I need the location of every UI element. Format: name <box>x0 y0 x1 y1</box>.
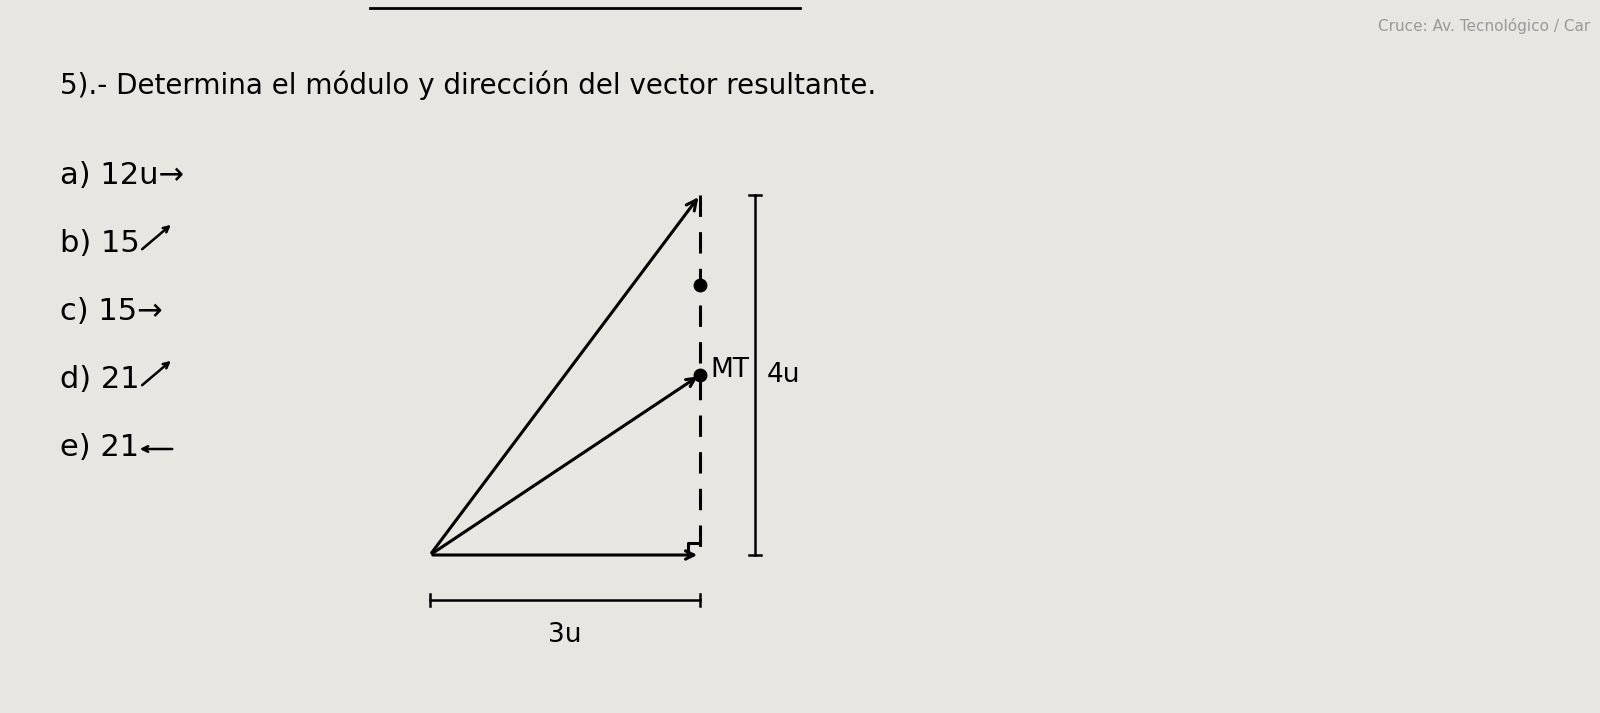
Text: e) 21: e) 21 <box>61 433 139 461</box>
Text: Cruce: Av. Tecnológico / Car: Cruce: Av. Tecnológico / Car <box>1378 18 1590 34</box>
Text: c) 15→: c) 15→ <box>61 297 163 326</box>
Text: a) 12u→: a) 12u→ <box>61 160 184 190</box>
Text: 3u: 3u <box>549 622 582 648</box>
Text: d) 21: d) 21 <box>61 364 139 394</box>
Text: 4u: 4u <box>766 362 800 388</box>
Text: 5).- Determina el módulo y dirección del vector resultante.: 5).- Determina el módulo y dirección del… <box>61 70 877 100</box>
Text: MT: MT <box>710 357 749 383</box>
Text: b) 15: b) 15 <box>61 228 139 257</box>
